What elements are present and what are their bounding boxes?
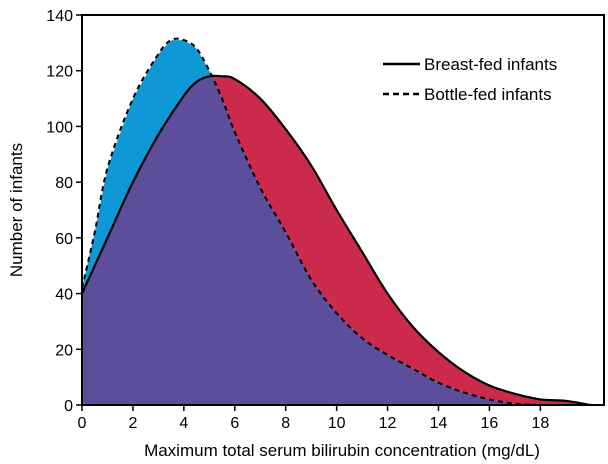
y-tick-label: 20	[55, 342, 73, 359]
plot-area	[82, 37, 604, 405]
x-tick-label: 2	[128, 415, 137, 432]
legend: Breast-fed infants Bottle-fed infants	[383, 55, 557, 104]
x-tick-label: 4	[179, 415, 188, 432]
x-tick-label: 14	[430, 415, 448, 432]
x-tick-label: 18	[531, 415, 549, 432]
y-tick-label: 40	[55, 287, 73, 304]
series-line-breast-fed	[82, 74, 604, 405]
plot-frame	[81, 14, 605, 406]
x-tick-label: 10	[328, 415, 346, 432]
y-tick-label: 0	[64, 398, 73, 415]
x-tick-label: 16	[481, 415, 499, 432]
y-tick-label: 140	[46, 8, 73, 25]
x-tick-label: 0	[78, 415, 87, 432]
axes	[81, 14, 605, 406]
y-tick-label: 60	[55, 231, 73, 248]
overlap-area	[82, 76, 604, 405]
y-tick-label: 120	[46, 64, 73, 81]
series-line-bottle-fed	[82, 37, 604, 405]
x-tick-label: 6	[230, 415, 239, 432]
y-tick-label: 80	[55, 175, 73, 192]
x-tick-label: 8	[281, 415, 290, 432]
y-tick-label: 100	[46, 119, 73, 136]
ticks: 0 2 4 6 8 10 12 14 16 18 0 20 40 60 80 100 120 140	[46, 8, 549, 432]
legend-label-bottle-fed: Bottle-fed infants	[424, 85, 552, 104]
breast-only-area	[82, 76, 604, 405]
legend-label-breast-fed: Breast-fed infants	[424, 55, 557, 74]
y-axis-label: Number of infants	[7, 143, 26, 277]
x-tick-label: 12	[379, 415, 397, 432]
x-axis-label: Maximum total serum bilirubin concentrat…	[144, 441, 540, 460]
